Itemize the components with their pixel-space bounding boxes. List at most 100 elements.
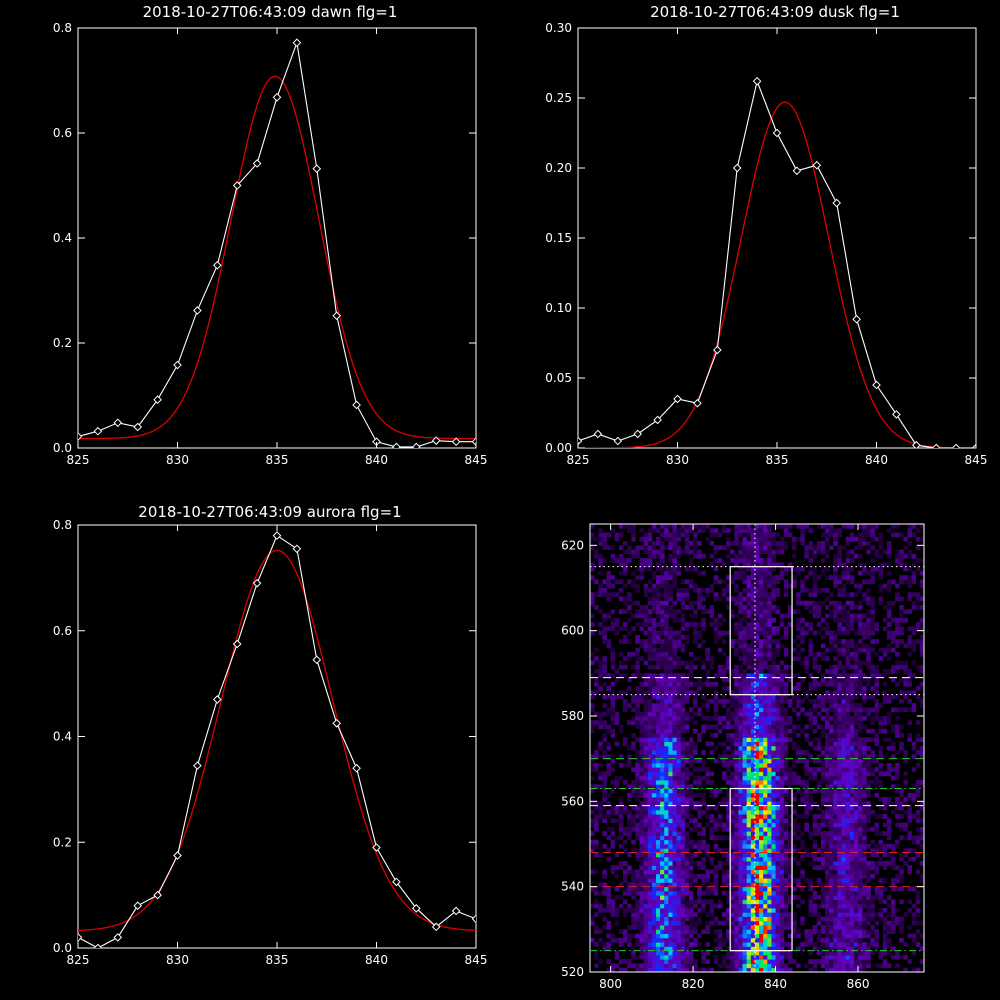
heatmap-cell xyxy=(858,861,863,866)
heatmap-cell xyxy=(858,899,863,905)
heatmap-cell xyxy=(734,797,739,802)
heatmap-cell xyxy=(688,946,694,952)
heatmap-cell xyxy=(730,741,735,747)
heatmap-cell xyxy=(676,707,682,713)
heatmap-cell xyxy=(771,856,776,862)
heatmap-cell xyxy=(759,963,764,969)
heatmap-cell xyxy=(787,784,793,789)
heatmap-cell xyxy=(680,703,686,708)
heatmap-cell xyxy=(825,771,830,777)
heatmap-cell xyxy=(759,703,764,708)
heatmap-cell xyxy=(862,916,867,922)
heatmap-cell xyxy=(713,681,719,687)
heatmap-cell xyxy=(837,920,842,926)
heatmap-cell xyxy=(759,647,764,653)
heatmap-cell xyxy=(746,724,752,730)
heatmap-cell xyxy=(886,694,892,700)
heatmap-cell xyxy=(845,869,851,875)
heatmap-cell xyxy=(693,728,698,734)
heatmap-cell xyxy=(647,809,653,815)
heatmap-cell xyxy=(639,814,644,819)
heatmap-cell xyxy=(688,920,694,926)
heatmap-cell xyxy=(664,630,669,636)
heatmap-cell xyxy=(709,903,715,909)
heatmap-cell xyxy=(701,750,706,755)
heatmap-cell xyxy=(841,686,847,691)
heatmap-cell xyxy=(709,788,715,794)
heatmap-cell xyxy=(779,878,785,883)
heatmap-cell xyxy=(713,818,719,824)
heatmap-cell xyxy=(709,741,715,747)
heatmap-cell xyxy=(866,865,871,870)
heatmap-cell xyxy=(841,967,847,973)
heatmap-cell xyxy=(866,788,871,794)
heatmap-cell xyxy=(655,801,661,806)
heatmap-cell xyxy=(820,818,826,824)
heatmap-cell xyxy=(651,622,657,627)
heatmap-cell xyxy=(655,758,661,764)
heatmap-cell xyxy=(858,844,863,849)
heatmap-cell xyxy=(853,852,859,858)
heatmap-cell xyxy=(631,792,636,798)
heatmap-cell xyxy=(734,669,739,674)
heatmap-cell xyxy=(635,639,640,644)
heatmap-cell xyxy=(738,967,743,973)
heatmap-cell xyxy=(660,818,665,824)
heatmap-cell xyxy=(829,809,834,815)
heatmap-cell xyxy=(841,613,847,619)
heatmap-cell xyxy=(829,929,834,934)
heatmap-cell xyxy=(750,694,756,700)
heatmap-cell xyxy=(606,694,612,700)
heatmap-cell xyxy=(602,882,607,888)
heatmap-cell xyxy=(845,937,851,943)
heatmap-cell xyxy=(919,626,925,632)
heatmap-cell xyxy=(664,861,669,866)
heatmap-cell xyxy=(882,848,888,853)
heatmap-cell xyxy=(771,797,776,802)
heatmap-cell xyxy=(759,690,764,696)
heatmap-cell xyxy=(754,882,760,888)
heatmap-cell xyxy=(808,652,814,657)
heatmap-cell xyxy=(759,856,764,862)
heatmap-cell xyxy=(771,639,776,644)
heatmap-cell xyxy=(651,681,657,687)
heatmap-cell xyxy=(891,908,896,913)
heatmap-cell xyxy=(870,929,875,934)
heatmap-cell xyxy=(664,818,669,824)
heatmap-cell xyxy=(779,933,785,939)
heatmap-cell xyxy=(862,844,867,849)
heatmap-cell xyxy=(783,694,789,700)
heatmap-cell xyxy=(763,643,768,649)
heatmap-cell xyxy=(878,703,884,708)
heatmap-cell xyxy=(697,942,702,947)
heatmap-cell xyxy=(594,925,599,930)
heatmap-cell xyxy=(635,848,640,853)
heatmap-cell xyxy=(862,797,867,802)
heatmap-cell xyxy=(614,720,620,725)
heatmap-cell xyxy=(899,788,904,794)
heatmap-cell xyxy=(837,639,842,644)
heatmap-cell xyxy=(829,600,834,606)
heatmap-cell xyxy=(841,865,847,870)
heatmap-cell xyxy=(664,801,669,806)
heatmap-cell xyxy=(870,861,875,866)
heatmap-cell xyxy=(627,937,632,943)
heatmap-cell xyxy=(882,831,888,836)
heatmap-cell xyxy=(655,878,661,883)
heatmap-cell xyxy=(643,613,649,619)
heatmap-cell xyxy=(891,946,896,952)
heatmap-cell xyxy=(911,856,917,862)
heatmap-cell xyxy=(594,844,599,849)
heatmap-cell xyxy=(734,882,739,888)
heatmap-cell xyxy=(606,754,612,760)
heatmap-cell xyxy=(680,826,686,832)
dusk-data-point xyxy=(578,436,583,446)
heatmap-cell xyxy=(866,728,871,734)
heatmap-cell xyxy=(660,890,665,896)
heatmap-cell xyxy=(730,788,735,794)
heatmap-cell xyxy=(684,946,690,952)
heatmap-cell xyxy=(746,895,752,900)
heatmap-cell xyxy=(618,844,624,849)
heatmap-cell xyxy=(721,882,727,888)
heatmap-cell xyxy=(643,946,649,952)
